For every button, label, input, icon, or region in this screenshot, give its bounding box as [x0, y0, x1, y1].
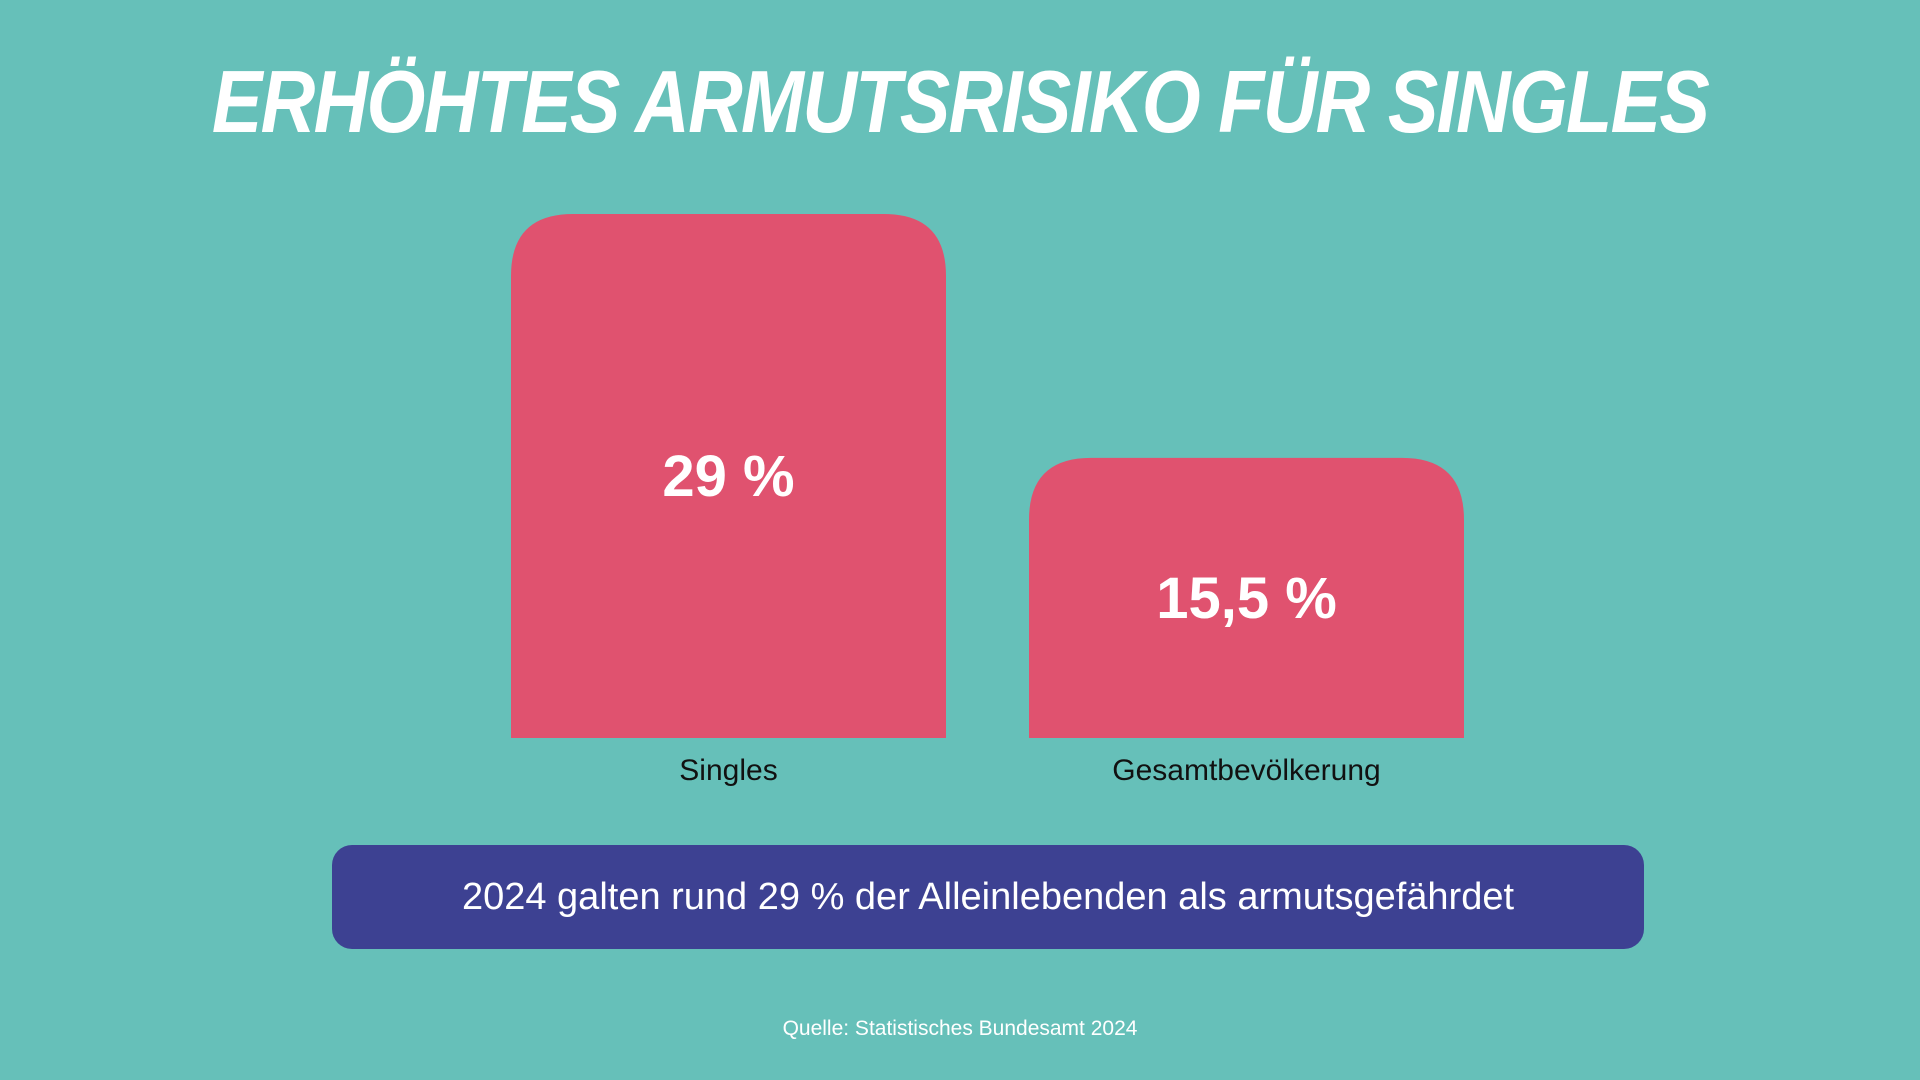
summary-banner-text: 2024 galten rund 29 % der Alleinlebenden…	[461, 875, 1515, 918]
bar-gesamtbevoelkerung	[1029, 457, 1464, 738]
bar-value-label: 29 %	[662, 444, 794, 509]
source-note: Quelle: Statistisches Bundesamt 2024	[782, 1017, 1138, 1040]
bar-value-label: 15,5 %	[1156, 566, 1337, 631]
category-label: Singles	[679, 754, 777, 787]
bar-singles	[511, 214, 946, 738]
category-label: Gesamtbevölkerung	[1112, 754, 1380, 787]
bar-chart: 29 % Singles 15,5 % Gesamtbevölkerung	[511, 214, 1464, 787]
chart-title: ERHÖHTES ARMUTSRISIKO FÜR SINGLES	[211, 52, 1710, 151]
summary-banner: 2024 galten rund 29 % der Alleinlebenden…	[332, 845, 1644, 949]
